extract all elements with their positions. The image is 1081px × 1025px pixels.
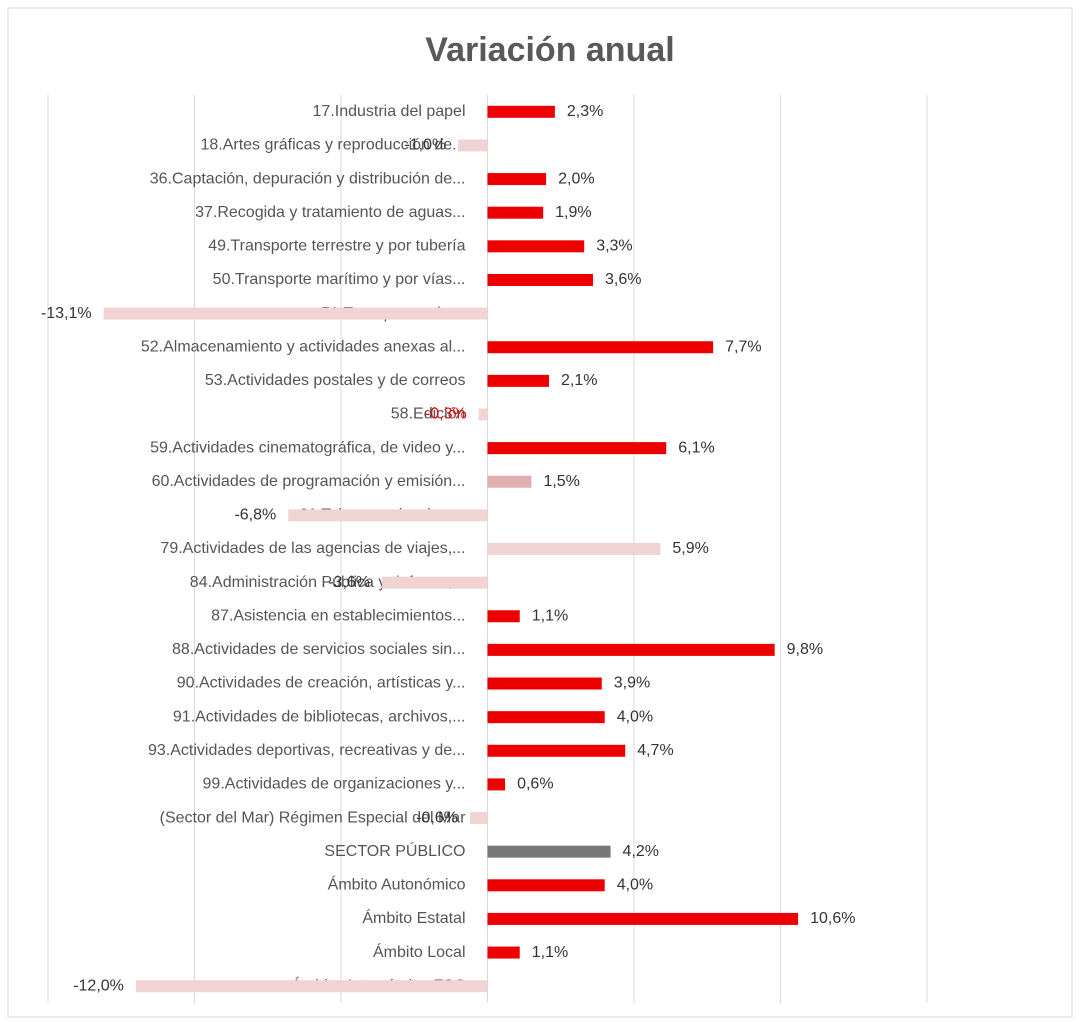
y-tick-label: 59.Actividades cinematográfica, de video… xyxy=(150,439,465,456)
bar xyxy=(487,341,714,354)
bar xyxy=(487,711,605,724)
bar xyxy=(288,509,488,522)
bar xyxy=(103,307,488,320)
data-label: 10,6% xyxy=(810,910,855,927)
bar xyxy=(487,643,775,656)
y-tick-label: 52.Almacenamiento y actividades anexas a… xyxy=(141,338,466,355)
data-label: 2,3% xyxy=(567,103,603,120)
bar xyxy=(478,408,488,421)
bar xyxy=(382,576,488,589)
bar xyxy=(487,845,611,858)
data-label: 4,2% xyxy=(623,843,659,860)
bar xyxy=(458,139,488,152)
y-tick-label: 50.Transporte marítimo y por vías... xyxy=(213,271,466,288)
y-tick-label: Ámbito Autonómico xyxy=(328,875,466,894)
data-label: 1,9% xyxy=(555,204,591,221)
y-tick-label: 90.Actividades de creación, artísticas y… xyxy=(177,675,466,692)
y-tick-label: 79.Actividades de las agencias de viajes… xyxy=(160,540,465,557)
y-tick-label: 58.Edición xyxy=(391,406,466,423)
y-tick-label: 87.Asistencia en establecimientos... xyxy=(211,607,465,624)
data-label: 4,0% xyxy=(617,877,653,894)
data-label: 1,5% xyxy=(543,473,579,490)
y-tick-label: (Sector del Mar) Régimen Especial del Ma… xyxy=(160,809,467,826)
data-label: -1,0% xyxy=(404,137,446,154)
y-tick-label: 53.Actividades postales y de correos xyxy=(205,372,466,389)
data-label: 1,1% xyxy=(532,944,568,961)
data-label: 3,6% xyxy=(605,271,641,288)
data-label: 0,6% xyxy=(517,776,553,793)
y-tick-label: 88.Actividades de servicios sociales sin… xyxy=(172,641,465,658)
data-label: 5,9% xyxy=(672,540,708,557)
bar xyxy=(487,273,593,286)
bar xyxy=(487,105,555,118)
chart-frame xyxy=(7,7,1073,1018)
bar xyxy=(487,442,667,455)
y-tick-label: 18.Artes gráficas y reproducción de... xyxy=(200,137,465,154)
y-tick-label: 91.Actividades de bibliotecas, archivos,… xyxy=(173,708,466,725)
y-tick-label: 99.Actividades de organizaciones y... xyxy=(203,776,466,793)
data-label: 7,7% xyxy=(725,338,761,355)
y-tick-label: Ámbito Estatal xyxy=(362,908,465,927)
data-label: -13,1% xyxy=(41,305,92,322)
data-label: -3,6% xyxy=(328,574,370,591)
bar xyxy=(487,912,799,925)
y-tick-label: 36.Captación, depuración y distribución … xyxy=(150,170,466,187)
bar xyxy=(487,610,520,623)
data-label: 1,1% xyxy=(532,607,568,624)
bar xyxy=(487,240,585,253)
data-label: 6,1% xyxy=(678,439,714,456)
bar xyxy=(487,374,550,387)
data-label: 4,0% xyxy=(617,708,653,725)
data-label: -6,8% xyxy=(234,507,276,524)
bar xyxy=(487,475,532,488)
bar xyxy=(487,744,626,757)
bar xyxy=(487,879,605,892)
bar xyxy=(135,980,488,993)
data-label: -0,3% xyxy=(425,406,467,423)
bar xyxy=(487,206,544,219)
data-label: 3,3% xyxy=(596,238,632,255)
bar xyxy=(487,946,520,959)
y-tick-label: 37.Recogida y tratamiento de aguas... xyxy=(195,204,465,221)
bar xyxy=(487,677,602,690)
data-label: 4,7% xyxy=(637,742,673,759)
data-label: 9,8% xyxy=(787,641,823,658)
y-tick-label: 93.Actividades deportivas, recreativas y… xyxy=(148,742,466,759)
y-tick-label: 49.Transporte terrestre y por tubería xyxy=(208,238,465,255)
chart-title: Variación anual xyxy=(425,31,674,69)
y-tick-label: 17.Industria del papel xyxy=(313,103,466,120)
data-label: -12,0% xyxy=(73,977,124,994)
y-tick-label: SECTOR PÚBLICO xyxy=(324,841,465,860)
y-tick-label: 60.Actividades de programación y emisión… xyxy=(152,473,466,490)
data-label: 2,0% xyxy=(558,170,594,187)
bar xyxy=(487,543,661,555)
y-tick-label: Ámbito Local xyxy=(373,942,466,961)
bar xyxy=(487,778,506,791)
data-label: 3,9% xyxy=(614,675,650,692)
bar xyxy=(487,173,547,186)
data-label: 2,1% xyxy=(561,372,597,389)
bar xyxy=(469,812,488,825)
data-label: -0,6% xyxy=(416,809,458,826)
